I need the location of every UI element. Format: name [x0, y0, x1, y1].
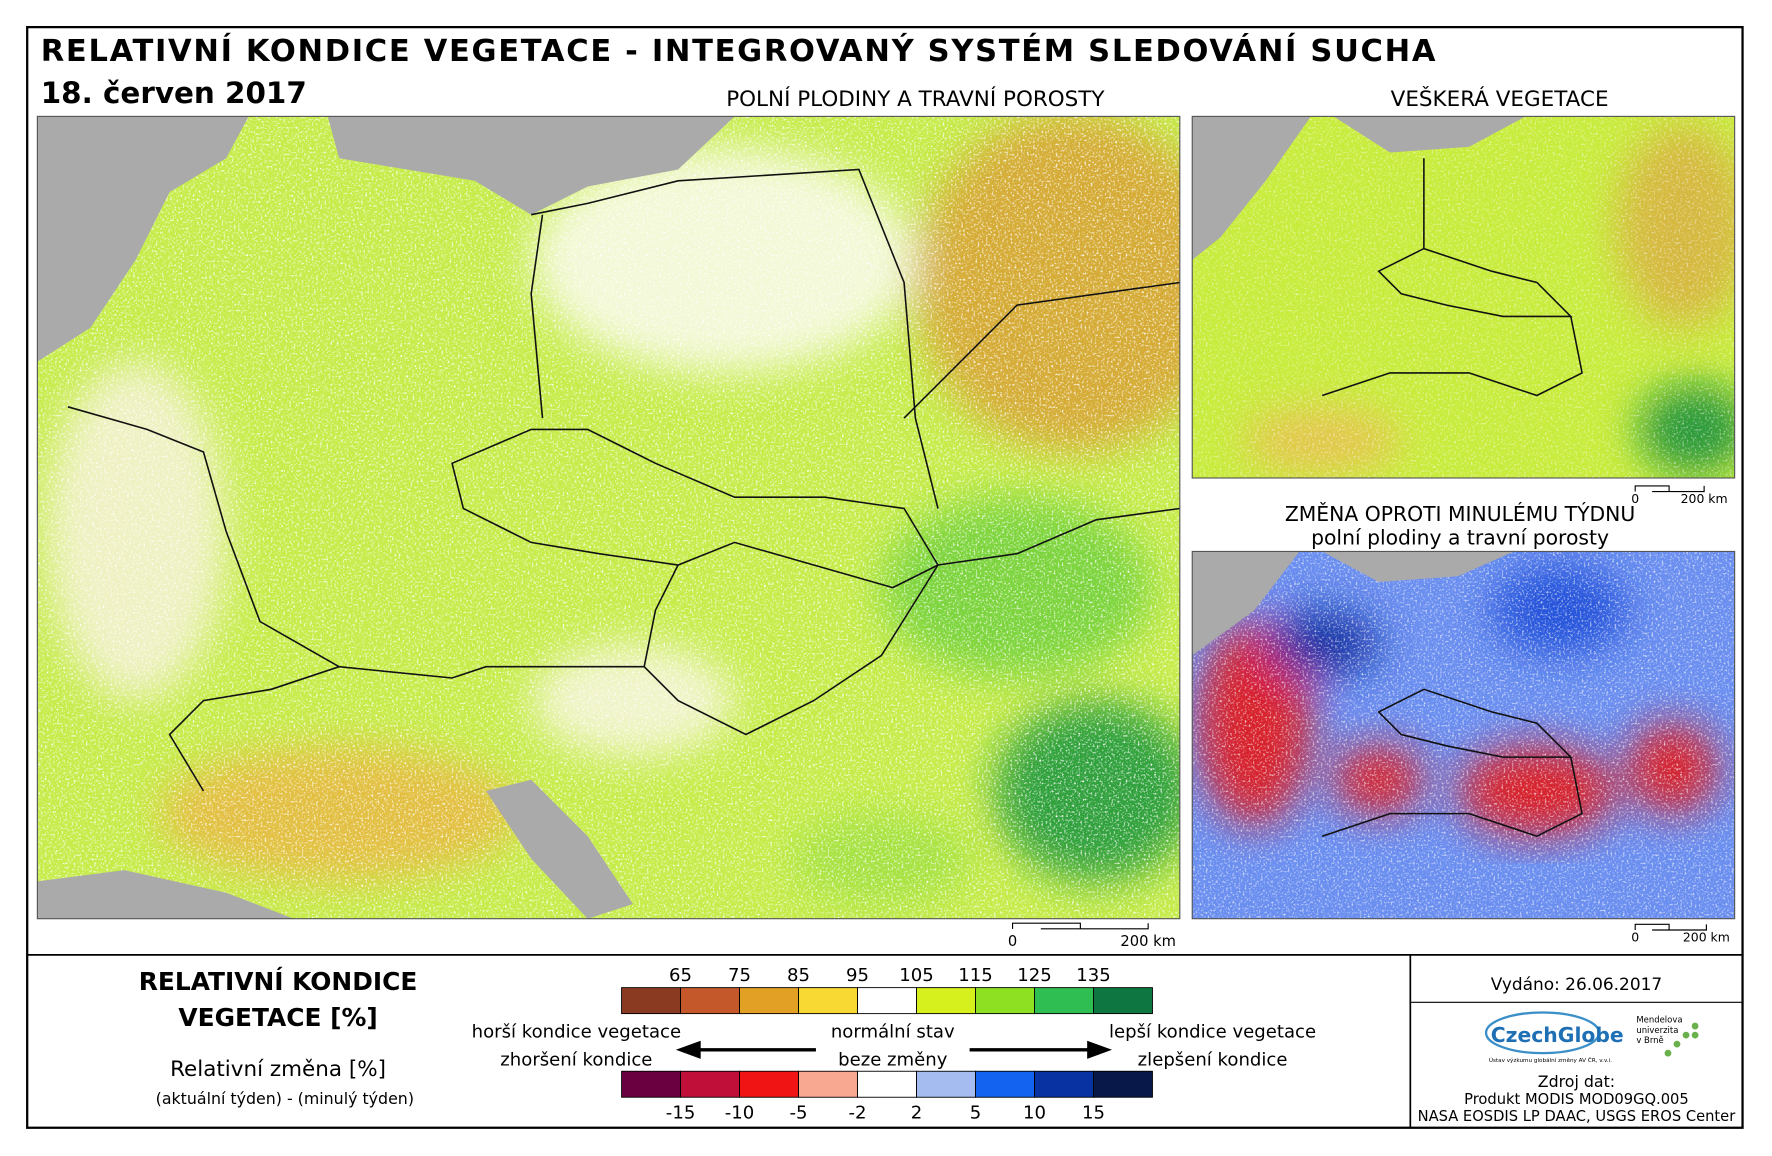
condition-label: 75 — [728, 965, 751, 986]
legend-title: RELATIVNÍ KONDICE — [139, 967, 418, 996]
university: univerzita — [1636, 1025, 1678, 1035]
condition-label: 125 — [1017, 965, 1052, 986]
condition-swatch — [1093, 987, 1153, 1015]
condition-swatch — [798, 987, 858, 1015]
source: NASA EOSDIS LP DAAC, USGS EROS Center — [1418, 1108, 1737, 1125]
change-swatch — [916, 1070, 976, 1098]
change-label: 10 — [1023, 1103, 1046, 1124]
change-swatch — [857, 1070, 917, 1098]
condition-label: 105 — [899, 965, 934, 986]
change-swatch — [1093, 1070, 1153, 1098]
annotation: horší kondice vegetace — [472, 1021, 681, 1042]
condition-swatch — [1034, 987, 1094, 1015]
map-main — [37, 116, 1180, 919]
logo-sub: Ústav výzkumu globální změny AV ČR, v.v.… — [1489, 1057, 1612, 1064]
change-swatch — [680, 1070, 741, 1098]
scale-label: 200 km — [1120, 933, 1176, 950]
condition-swatch — [739, 987, 799, 1015]
change-title: Relativní změna [%] — [170, 1057, 386, 1082]
annotation: lepší kondice vegetace — [1109, 1021, 1316, 1042]
scale-label: 200 km — [1681, 491, 1728, 506]
condition-label: 85 — [787, 965, 810, 986]
change-label: -10 — [725, 1103, 755, 1124]
change-label: -5 — [790, 1103, 808, 1124]
condition-label: 65 — [669, 965, 692, 986]
university: v Brně — [1636, 1035, 1663, 1045]
scale-label: 200 km — [1683, 929, 1730, 944]
change-swatch — [739, 1070, 799, 1098]
scale-label: 0 — [1008, 933, 1017, 950]
condition-swatch — [621, 987, 682, 1015]
condition-label: 115 — [958, 965, 993, 986]
source-title: Zdroj dat: — [1538, 1072, 1615, 1091]
map-title: ZMĚNA OPROTI MINULÉMU TÝDNU — [1285, 501, 1635, 526]
change-swatch — [975, 1070, 1035, 1098]
condition-swatch — [975, 987, 1035, 1015]
change-note: (aktuální týden) - (minulý týden) — [156, 1089, 414, 1108]
legend: 65 75 85 95 105 115 125 135 -15 -10 -5 -2 2 5 10 15 — [621, 965, 1153, 1124]
condition-label: 135 — [1076, 965, 1111, 986]
title: RELATIVNÍ KONDICE VEGETACE - INTEGROVANÝ… — [41, 32, 1437, 69]
change-label: -2 — [849, 1103, 867, 1124]
scale-label: 0 — [1631, 491, 1639, 506]
annotation: beze změny — [838, 1050, 948, 1071]
annotation: zhoršení kondice — [500, 1050, 652, 1071]
map-title: POLNÍ PLODINY A TRAVNÍ POROSTY — [726, 86, 1105, 112]
date: 18. červen 2017 — [41, 76, 307, 110]
change-swatch — [621, 1070, 682, 1098]
scale-label: 0 — [1631, 929, 1639, 944]
annotation: normální stav — [831, 1021, 955, 1042]
issued: Vydáno: 26.06.2017 — [1491, 974, 1662, 994]
map-title: VEŠKERÁ VEGETACE — [1391, 86, 1609, 112]
change-swatch — [798, 1070, 858, 1098]
legend-title: VEGETACE [%] — [178, 1003, 377, 1032]
condition-swatch — [680, 987, 741, 1015]
change-label: -15 — [666, 1103, 696, 1124]
annotation: zlepšení kondice — [1138, 1050, 1288, 1071]
map-weekly-change — [1192, 551, 1735, 919]
change-label: 2 — [911, 1103, 923, 1124]
map-subtitle: polní plodiny a travní porosty — [1311, 526, 1609, 550]
logo: CzechGlobe — [1491, 1023, 1624, 1047]
source: Produkt MODIS MOD09GQ.005 — [1464, 1091, 1689, 1108]
change-label: 15 — [1082, 1103, 1105, 1124]
change-label: 5 — [970, 1103, 982, 1124]
university: Mendelova — [1636, 1015, 1682, 1025]
condition-swatch — [916, 987, 976, 1015]
change-swatch — [1034, 1070, 1094, 1098]
condition-label: 95 — [846, 965, 869, 986]
map-all-vegetation — [1192, 116, 1735, 478]
condition-swatch — [857, 987, 917, 1015]
